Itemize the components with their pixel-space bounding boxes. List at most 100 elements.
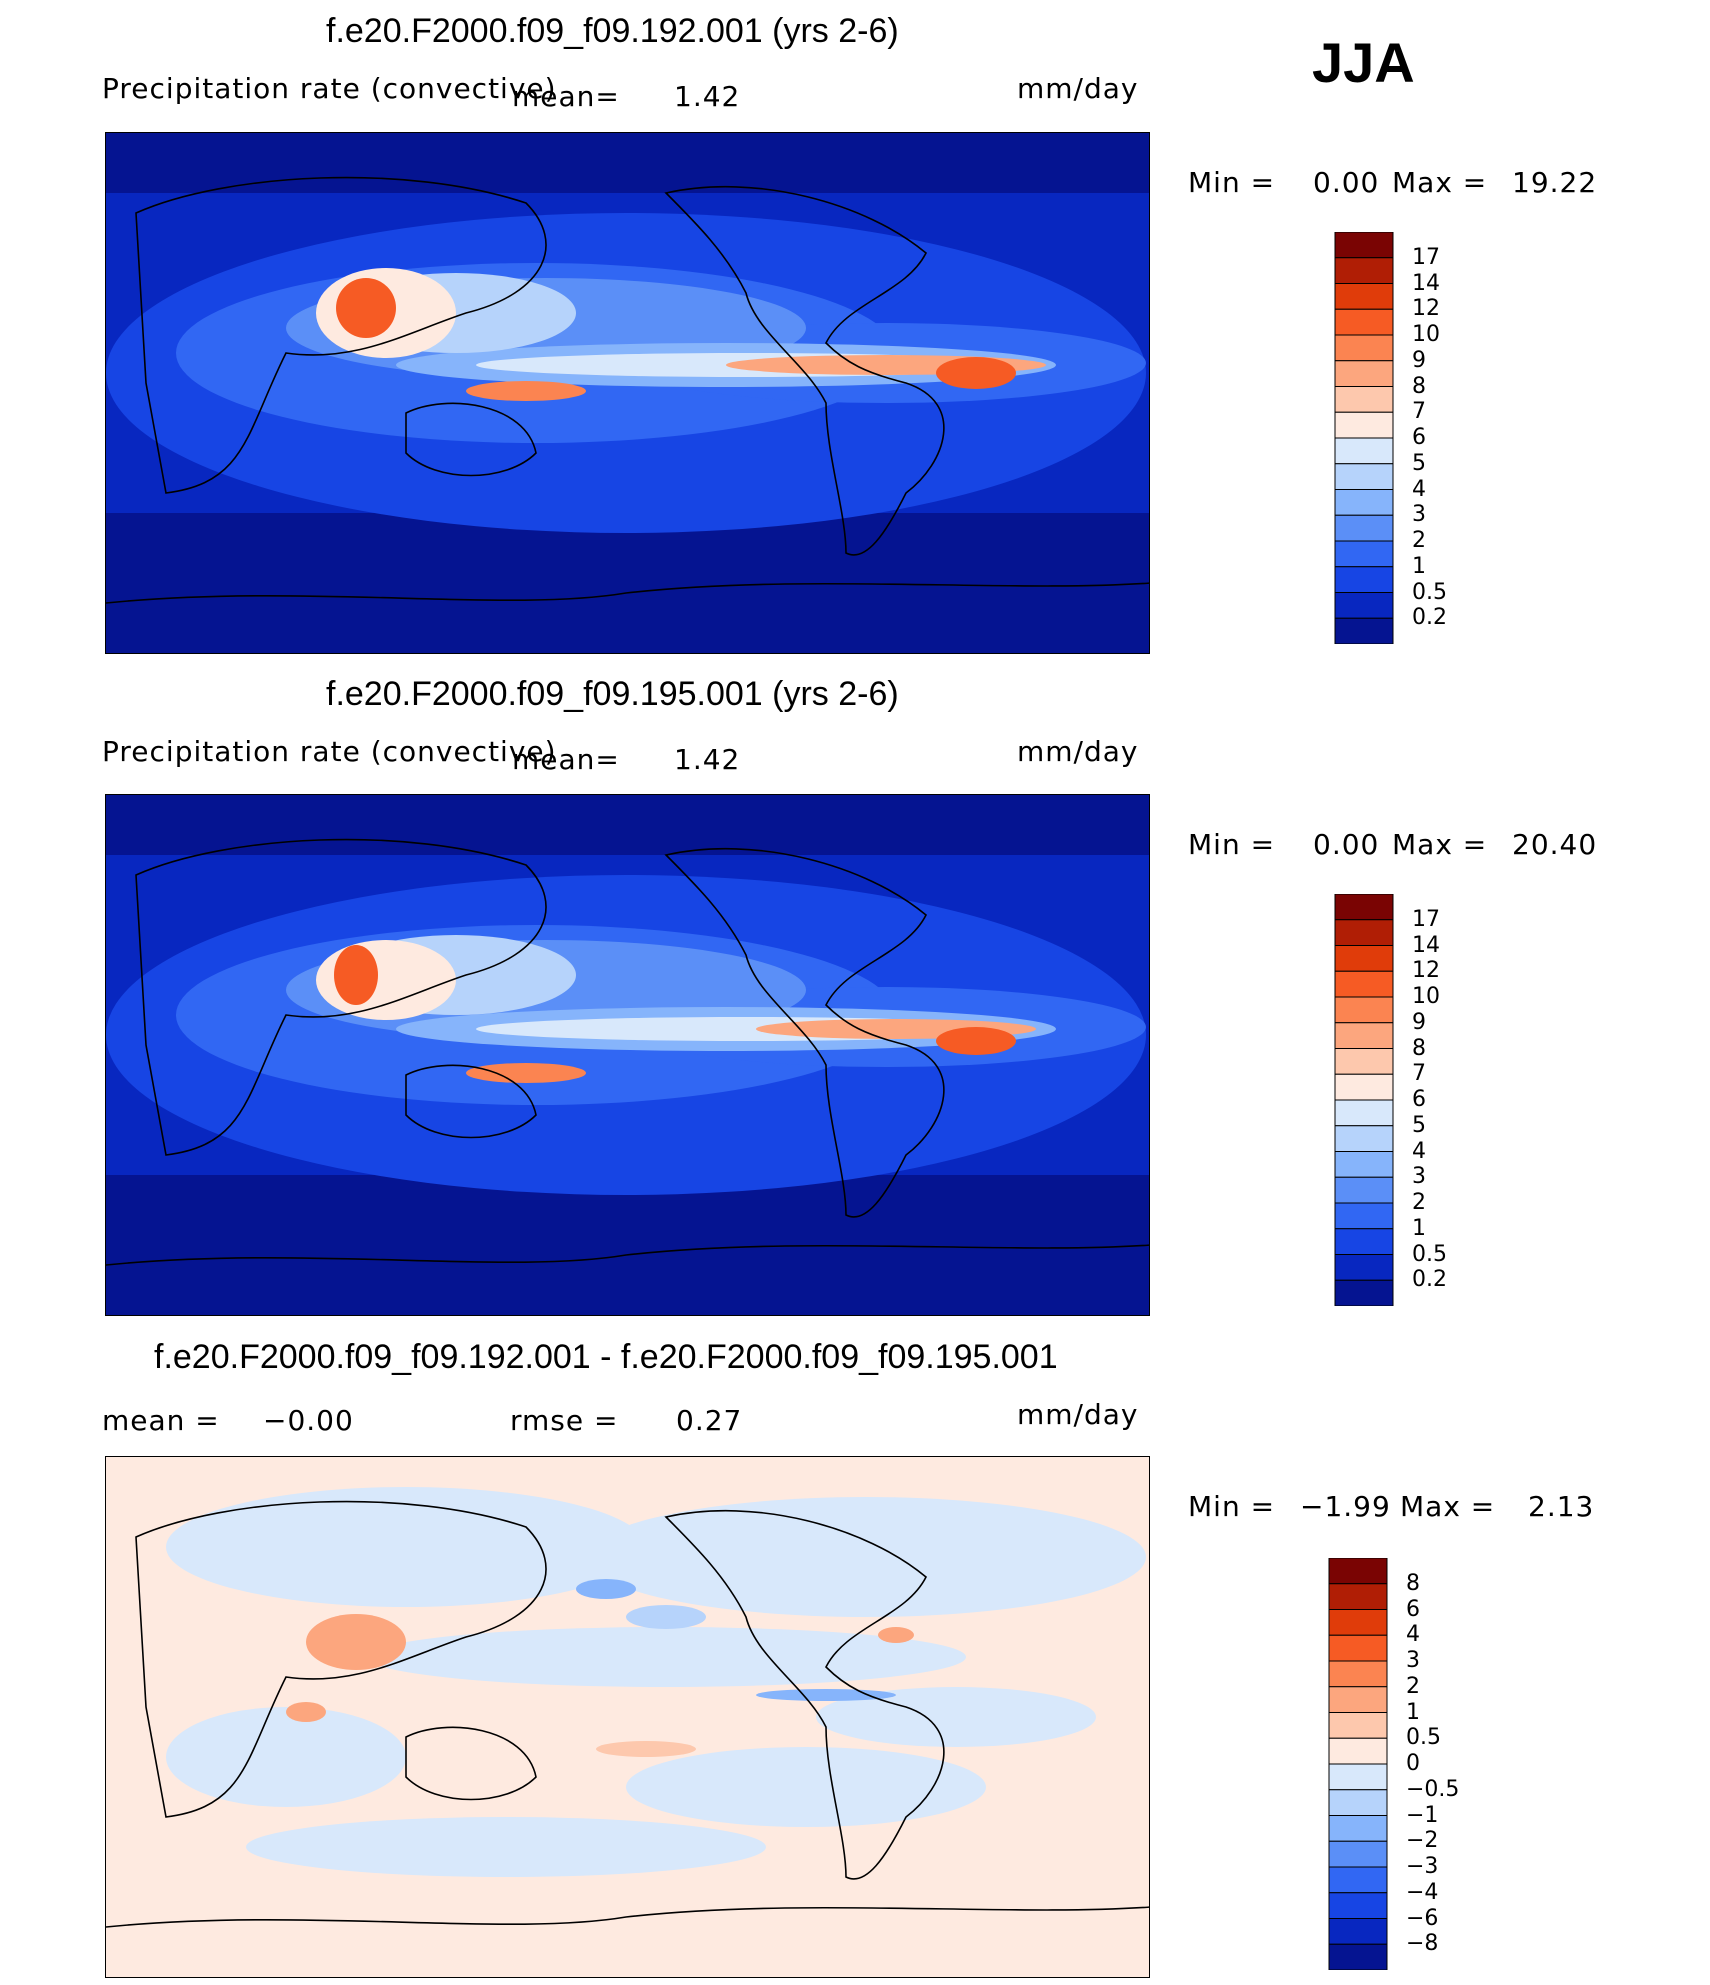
colorbar-swatch [1334,1176,1394,1204]
colorbar-swatch [1328,1583,1388,1610]
panel-1-variable: Precipitation rate (convective) [102,72,557,105]
colorbar-swatch [1334,360,1394,387]
colorbar-tick-label: −0.5 [1406,1776,1460,1802]
colorbar-swatch [1334,232,1394,259]
panel-3-min-value: −1.99 [1300,1490,1391,1523]
colorbar-tick-label: 9 [1412,1009,1426,1035]
colorbar-tick-label: 3 [1412,502,1426,528]
colorbar-swatch [1328,1789,1388,1816]
colorbar-tick-label: 6 [1406,1596,1420,1622]
colorbar-tick-label: 1 [1406,1699,1420,1725]
colorbar-swatch [1328,1558,1388,1585]
colorbar-tick-label: −2 [1406,1828,1439,1854]
colorbar-swatch [1334,1022,1394,1049]
colorbar-swatch [1328,1840,1388,1868]
panel-3-map [105,1456,1150,1978]
colorbar-swatch [1334,1099,1394,1127]
colorbar-tick-label: 0.5 [1406,1725,1441,1751]
colorbar-tick-label: 0 [1406,1751,1420,1776]
panel-2-max-value: 20.40 [1512,828,1598,861]
panel-1-colorbar: 17 14 12 10 9 8 7 6 5 4 3 2 1 0.5 0.2 [1334,232,1447,644]
colorbar-tick-label: 8 [1412,373,1426,399]
colorbar-tick-label: 2 [1412,528,1426,553]
colorbar-swatch [1334,463,1394,490]
colorbar-tick-label: 2 [1412,1190,1426,1215]
colorbar-swatch [1334,334,1394,362]
colorbar-swatch [1334,283,1394,310]
panel-1-units: mm/day [1017,72,1139,105]
panel-3-min-label: Min = [1188,1490,1276,1523]
colorbar-swatch [1328,1712,1388,1739]
panel-1-map [105,132,1150,654]
panel-1-max-label: Max = [1392,166,1488,199]
colorbar-tick-label: 3 [1406,1648,1420,1673]
colorbar-tick-label: 0.2 [1412,1267,1447,1293]
colorbar-tick-label: 12 [1412,958,1440,984]
colorbar-swatch [1328,1815,1388,1842]
colorbar-swatch [1334,257,1394,284]
panel-2-mean-value: 1.42 [674,743,741,776]
panel-1-mean-value: 1.42 [674,80,741,113]
colorbar-tick-label: −6 [1406,1905,1439,1931]
panel-2-mean-label: mean= [512,743,620,776]
colorbar-tick-label: −1 [1406,1802,1439,1828]
colorbar-tick-label: 4 [1412,476,1426,502]
panel-2-variable: Precipitation rate (convective) [102,735,557,768]
colorbar-tick-label: 1 [1412,1215,1426,1241]
colorbar-tick-label: 8 [1412,1035,1426,1061]
colorbar-swatch [1334,411,1394,439]
colorbar-tick-label: 2 [1406,1673,1420,1699]
panel-3-title: f.e20.F2000.f09_f09.192.001 - f.e20.F200… [154,1338,1058,1376]
colorbar-swatch [1334,514,1394,542]
colorbar-swatch [1334,566,1394,593]
panel-1-min-label: Min = [1188,166,1276,199]
colorbar-swatch [1334,617,1394,644]
colorbar-tick-label: 1 [1412,553,1426,579]
colorbar-tick-label: −4 [1406,1879,1439,1905]
panel-3-max-label: Max = [1400,1490,1496,1523]
colorbar-tick-label: 0.5 [1412,579,1447,605]
colorbar-swatch [1334,945,1394,972]
colorbar-swatch [1334,1279,1394,1306]
panel-2-max-label: Max = [1392,828,1488,861]
colorbar-tick-label: 4 [1406,1622,1420,1648]
colorbar-tick-label: 3 [1412,1164,1426,1190]
colorbar-tick-label: 0.2 [1412,605,1447,631]
colorbar-swatch [1328,1918,1388,1945]
colorbar-swatch [1334,919,1394,946]
colorbar-swatch [1334,1151,1394,1178]
panel-3-rmse-value: 0.27 [676,1404,743,1437]
colorbar-swatch [1334,1048,1394,1075]
colorbar-tick-label: 14 [1412,270,1440,296]
colorbar-tick-label: 17 [1412,906,1440,932]
colorbar-tick-label: 5 [1412,1112,1426,1138]
colorbar-swatch [1328,1763,1388,1791]
colorbar-tick-label: 14 [1412,932,1440,958]
colorbar-tick-label: 12 [1412,296,1440,322]
panel-3-max-value: 2.13 [1528,1490,1595,1523]
colorbar-tick-label: 10 [1412,322,1440,347]
colorbar-swatch [1334,1125,1394,1152]
colorbar-tick-label: 7 [1412,1061,1426,1087]
colorbar-tick-label: 10 [1412,984,1440,1009]
colorbar-swatch [1334,996,1394,1024]
colorbar-tick-label: −3 [1406,1854,1439,1879]
colorbar-swatch [1334,308,1394,336]
panel-3-rmse-label: rmse = [510,1404,619,1437]
colorbar-tick-label: 4 [1412,1138,1426,1164]
colorbar-swatch [1334,894,1394,921]
panel-2-min-value: 0.00 [1313,828,1380,861]
panel-3-mean-value: −0.00 [263,1404,354,1437]
colorbar-tick-label: 7 [1412,399,1426,425]
season-label: JJA [1312,31,1415,94]
panel-2-min-label: Min = [1188,828,1276,861]
colorbar-swatch [1334,1202,1394,1230]
colorbar-tick-label: 6 [1412,425,1426,450]
colorbar-tick-label: −8 [1406,1931,1439,1957]
colorbar-swatch [1334,1073,1394,1101]
colorbar-swatch [1334,1254,1394,1281]
colorbar-swatch [1328,1737,1388,1765]
colorbar-swatch [1334,970,1394,998]
colorbar-swatch [1328,1634,1388,1662]
panel-3-mean-label: mean = [102,1404,220,1437]
